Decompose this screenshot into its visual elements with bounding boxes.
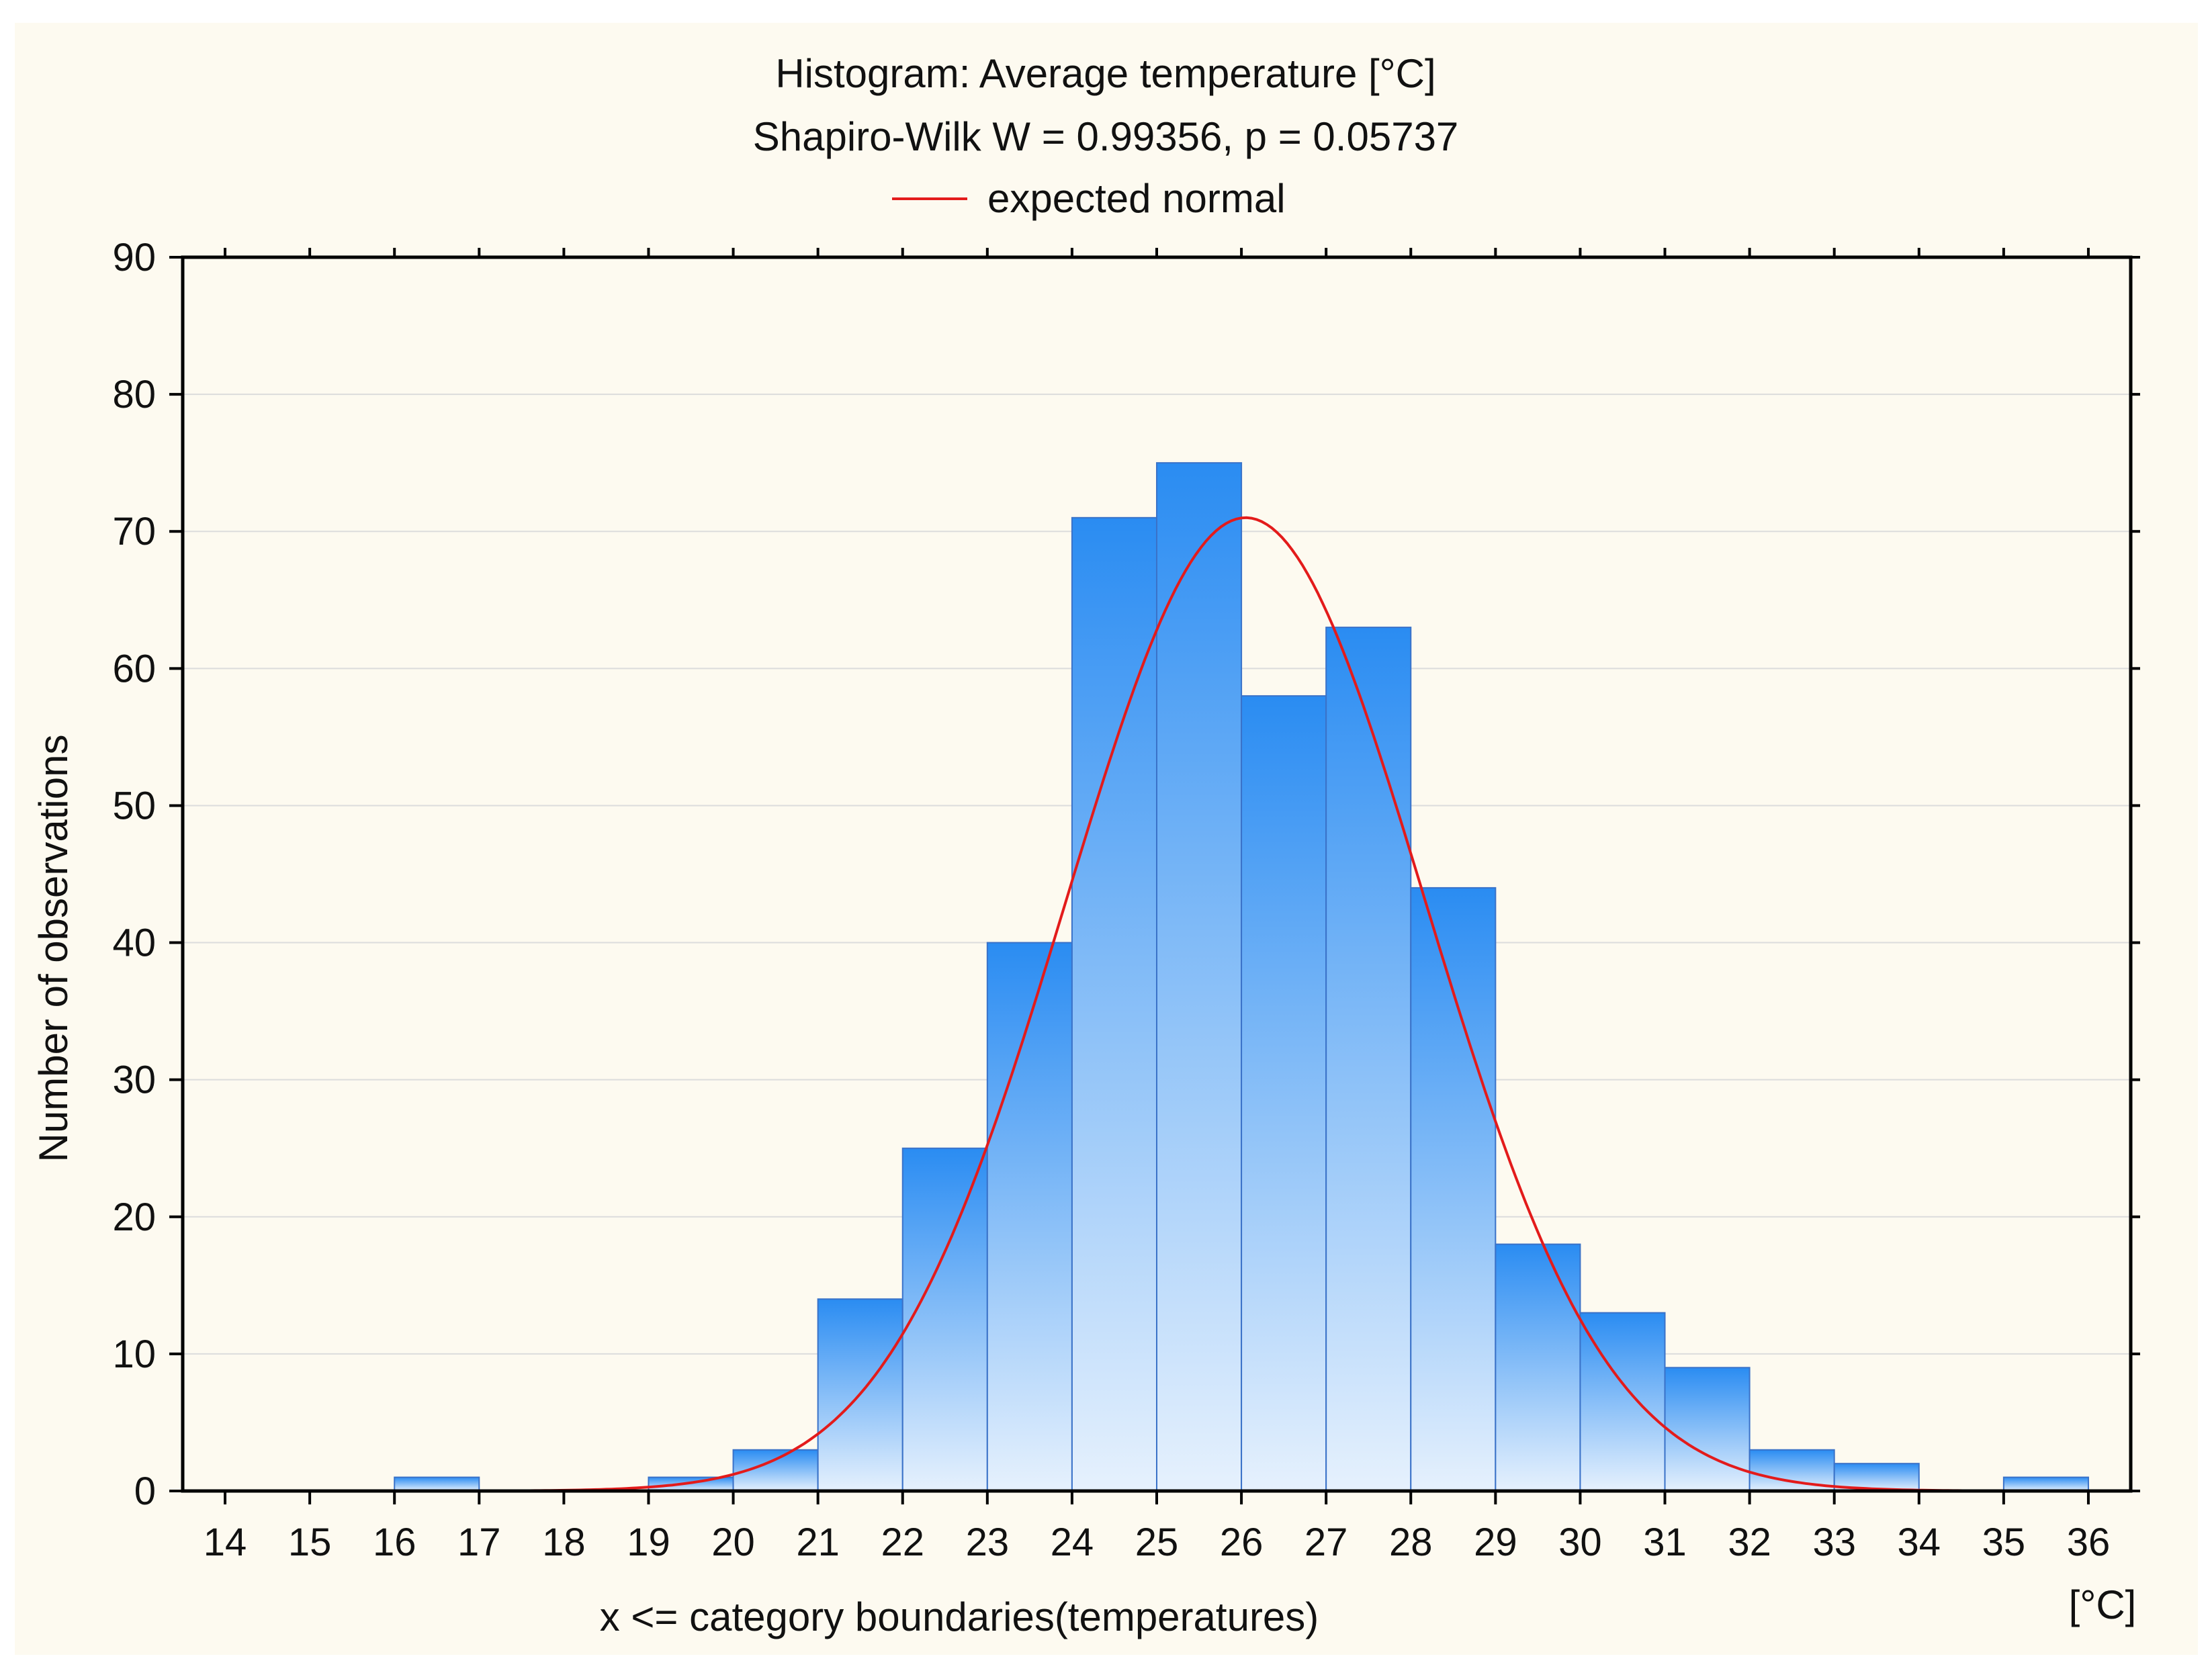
histogram-bar <box>901 1147 988 1492</box>
y-tick-label: 30 <box>112 1058 156 1102</box>
x-tick-label: 20 <box>711 1521 755 1564</box>
legend: expected normal <box>892 176 1286 221</box>
x-tick-label: 19 <box>627 1521 670 1564</box>
x-tick-label: 15 <box>288 1521 332 1564</box>
x-tick-label: 36 <box>2067 1521 2111 1564</box>
x-tick-label: 25 <box>1135 1521 1179 1564</box>
bars <box>394 462 2089 1492</box>
x-tick-label: 26 <box>1220 1521 1264 1564</box>
x-tick-label: 30 <box>1558 1521 1602 1564</box>
x-tick-label: 29 <box>1474 1521 1517 1564</box>
histogram-bar <box>1664 1367 1751 1492</box>
y-tick-label: 10 <box>112 1332 156 1376</box>
histogram-bar <box>394 1476 480 1492</box>
y-tick-label: 50 <box>112 784 156 827</box>
x-tick-label: 14 <box>204 1521 247 1564</box>
y-tick-label: 80 <box>112 373 156 416</box>
y-tick-label: 60 <box>112 647 156 690</box>
histogram-bar <box>1071 516 1158 1492</box>
y-tick-label: 70 <box>112 510 156 553</box>
x-axis-unit: [°C] <box>2069 1582 2137 1627</box>
y-axis-label: Number of observations <box>31 735 76 1163</box>
y-tick-label: 0 <box>134 1469 156 1513</box>
y-axis-ticks: 0 10 20 30 40 50 60 70 80 90 <box>112 236 2140 1513</box>
x-tick-label: 33 <box>1812 1521 1856 1564</box>
histogram-bar <box>2002 1476 2089 1492</box>
y-tick-label: 90 <box>112 236 156 279</box>
chart-title: Histogram: Average temperature [°C] <box>775 51 1435 96</box>
x-tick-label: 27 <box>1304 1521 1348 1564</box>
x-axis-ticks: 14 15 16 17 18 19 20 21 22 23 24 25 26 27 28 29 30 31 32 33… <box>204 248 2110 1564</box>
x-tick-label: 23 <box>966 1521 1010 1564</box>
x-axis-label: x <= category boundaries(temperatures) <box>600 1594 1319 1639</box>
x-tick-label: 17 <box>457 1521 501 1564</box>
x-tick-label: 34 <box>1898 1521 1941 1564</box>
histogram-bar <box>1241 695 1327 1492</box>
histogram-bar <box>1156 462 1243 1492</box>
x-tick-label: 22 <box>881 1521 924 1564</box>
x-tick-label: 35 <box>1982 1521 2026 1564</box>
chart-subtitle: Shapiro-Wilk W = 0.99356, p = 0.05737 <box>753 114 1459 159</box>
legend-label: expected normal <box>987 176 1286 221</box>
x-tick-label: 31 <box>1643 1521 1687 1564</box>
histogram-bar <box>1410 887 1497 1492</box>
x-tick-label: 16 <box>373 1521 416 1564</box>
y-tick-label: 20 <box>112 1195 156 1239</box>
histogram-bar <box>986 942 1073 1492</box>
expected-normal-curve <box>479 516 2004 1492</box>
histogram-bar <box>1495 1243 1581 1492</box>
y-tick-label: 40 <box>112 921 156 965</box>
histogram-bar <box>648 1476 734 1492</box>
x-tick-label: 32 <box>1728 1521 1771 1564</box>
x-tick-label: 28 <box>1389 1521 1433 1564</box>
histogram-bar <box>1325 627 1412 1492</box>
x-tick-label: 18 <box>542 1521 586 1564</box>
x-tick-label: 24 <box>1051 1521 1094 1564</box>
x-tick-label: 21 <box>796 1521 840 1564</box>
